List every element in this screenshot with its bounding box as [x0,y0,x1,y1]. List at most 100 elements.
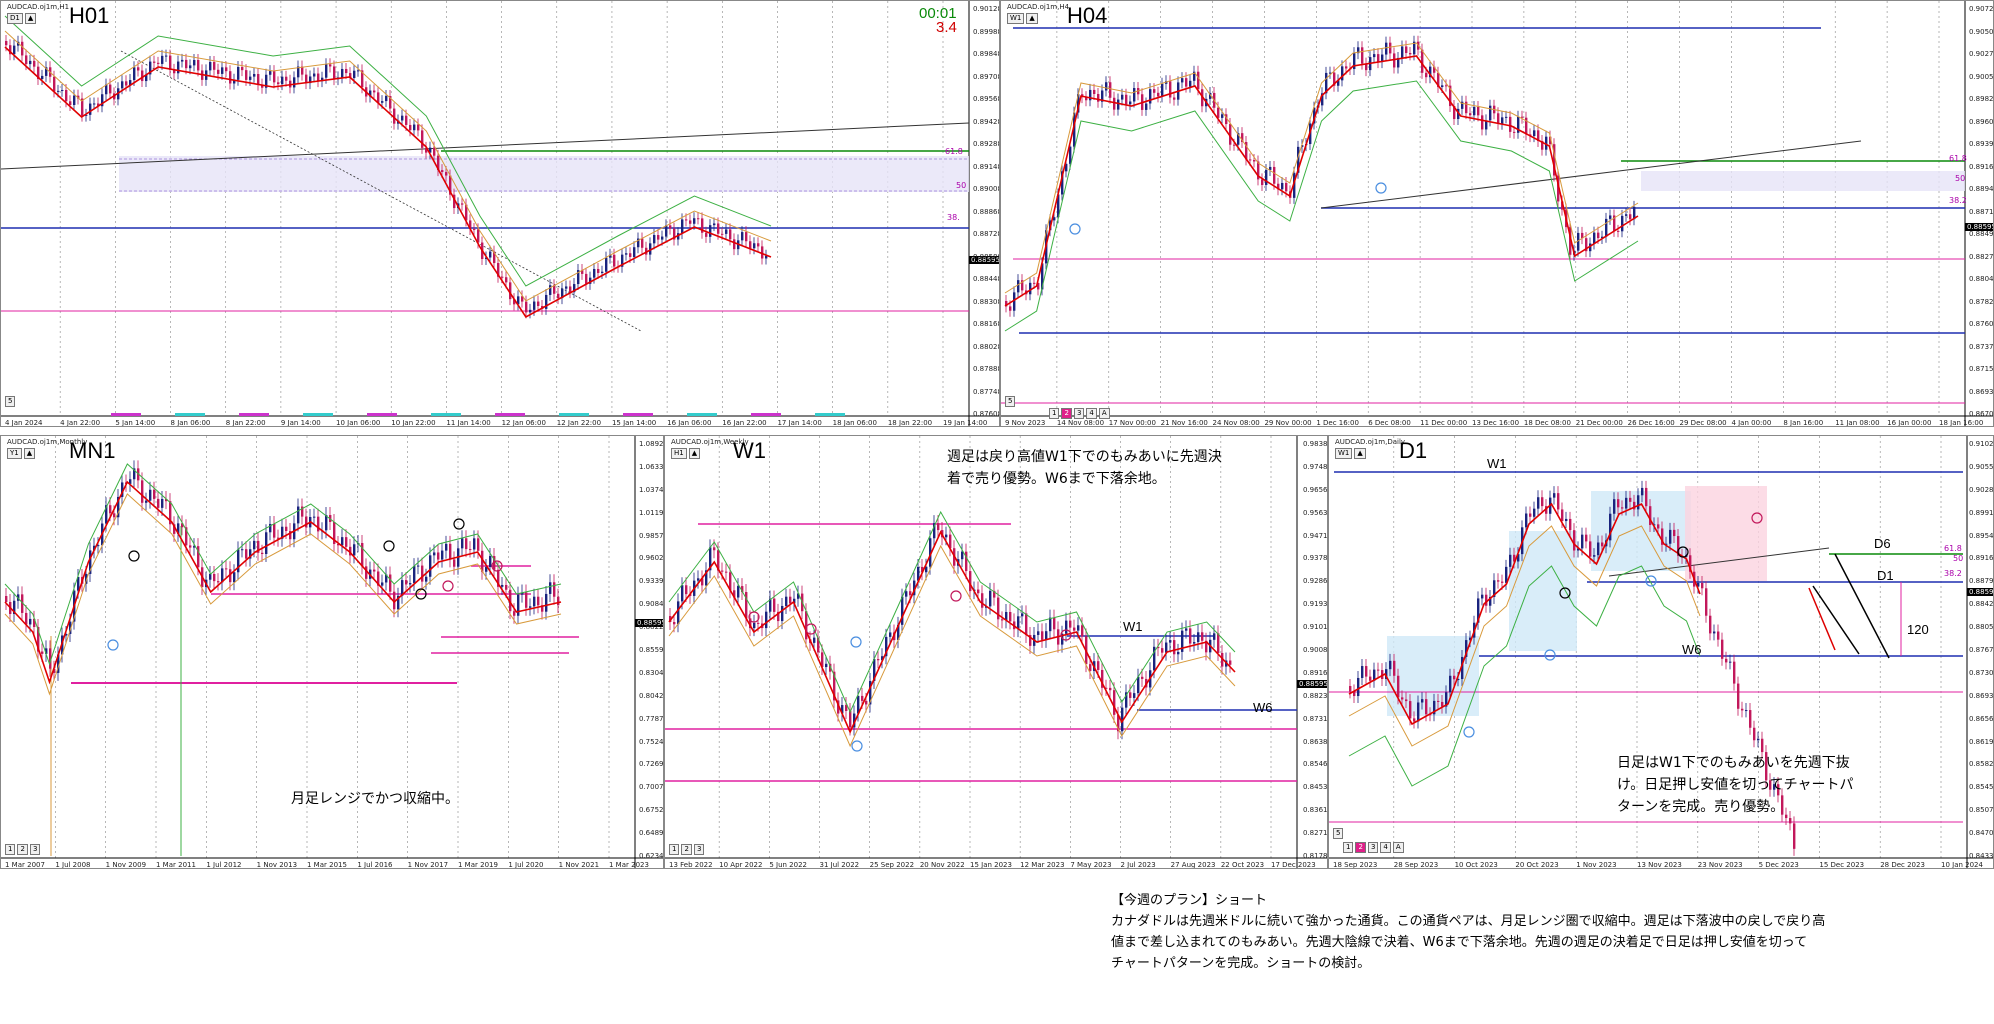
candle-body [333,521,336,544]
d1-chart-canvas[interactable] [1329,436,1994,869]
mn1-period-button[interactable]: Y1 [7,448,22,459]
candle-body [1153,646,1156,671]
candle-body [641,238,644,248]
date-tick: 17 Jan 14:00 [777,419,822,427]
candle-body [733,590,736,598]
candle-body [313,516,316,518]
date-tick: 19 Jan 14:00 [943,419,988,427]
candle-body [1113,690,1116,715]
h4-tab-2[interactable]: 2 [1061,408,1072,419]
h1-up-button[interactable]: ▲ [24,13,37,24]
d1-tab-5[interactable]: 5 [1333,828,1344,839]
candle-body [169,55,172,70]
price-tick: 0.87311 [1303,714,1328,723]
candle-body [389,574,392,592]
price-tick: 0.89546 [1969,531,1994,540]
h1-chart-canvas[interactable] [1,1,1000,427]
candle-body [1409,53,1412,55]
candle-body [485,257,488,260]
chart-panel-h1[interactable]: AUDCAD.oj1m,H1 D1 ▲ H01 00:01 3.4 61.8 5… [0,0,1000,427]
d1-tab-2[interactable]: 2 [1355,842,1366,853]
candle-body [317,516,320,532]
candle-body [1057,194,1060,218]
d1-tab-1[interactable]: 1 [1343,842,1354,853]
d1-tab-3[interactable]: 3 [1367,842,1379,853]
candle-body [225,67,228,72]
candle-body [1329,72,1332,74]
w1-chart-canvas[interactable] [665,436,1328,869]
d1-tab-4[interactable]: 4 [1380,842,1391,853]
h4-tab-1[interactable]: 1 [1049,408,1060,419]
mn1-tab-1[interactable]: 1 [5,844,16,855]
w1-tab-3[interactable]: 3 [693,844,705,855]
candle-body [1185,628,1188,631]
mn1-chart-canvas[interactable] [1,436,664,869]
candle-body [349,546,352,556]
date-tick: 6 Dec 08:00 [1368,419,1411,427]
mn1-tab-3[interactable]: 3 [29,844,41,855]
w1-tab-2[interactable]: 2 [681,844,692,855]
candle-body [1421,49,1424,73]
ma-slow-line [1348,565,1701,787]
h1-tab-5[interactable]: 5 [5,396,16,407]
candle-body [1485,594,1488,606]
h1-period-button[interactable]: D1 [7,13,23,24]
candle-body [501,276,504,278]
price-tick: 0.89827 [1969,95,1994,103]
w1-period-button[interactable]: H1 [671,448,687,459]
price-tick: 0.90052 [1969,72,1994,81]
chart-panel-mn1[interactable]: AUDCAD.oj1m,Monthly Y1 ▲ MN1 月足レンジでかつ収縮中… [0,435,664,869]
candle-body [73,95,76,106]
candle-body [1577,232,1580,251]
candle-body [261,84,264,88]
chart-panel-h4[interactable]: AUDCAD.oj1m,H4 W1 ▲ H04 61.8 50 38.2 0.8… [1000,0,1994,427]
w1-tab-1[interactable]: 1 [669,844,680,855]
candle-body [837,700,840,714]
h4-period-button[interactable]: W1 [1007,13,1025,24]
d1-tab-a[interactable]: A [1392,842,1404,853]
w1-up-button[interactable]: ▲ [688,448,701,459]
price-tick: 0.98573 [639,531,664,540]
candle-body [781,605,784,622]
h4-up-button[interactable]: ▲ [1026,13,1038,24]
chart-panel-w1[interactable]: AUDCAD.oj1m,Weekly H1 ▲ W1 週足は戻り高値W1下でのも… [664,435,1328,869]
d1-line-d1-label: D1 [1877,568,1894,583]
candle-body [1593,232,1596,244]
candle-body [37,627,40,652]
date-tick: 8 Jan 06:00 [170,419,211,427]
candle-body [49,648,52,669]
price-tick: 0.90727 [1969,5,1994,13]
candle-body [1141,676,1144,679]
d1-up-button[interactable]: ▲ [1354,448,1366,459]
h4-chart-canvas[interactable] [1001,1,1994,427]
price-tick: 0.91026 [1969,440,1994,448]
h4-tab-5[interactable]: 5 [1005,396,1016,407]
d1-title: D1 [1399,438,1428,463]
h1-fib-618: 61.8 [945,147,963,156]
candle-body [1769,780,1772,790]
date-tick: 31 Jul 2022 [819,861,860,869]
h4-tab-4[interactable]: 4 [1086,408,1097,419]
candle-body [629,253,632,257]
candle-body [525,301,528,313]
candle-body [1713,631,1716,634]
h4-tab-a[interactable]: A [1098,408,1110,419]
candle-body [1349,686,1352,692]
d1-period-button[interactable]: W1 [1335,448,1353,459]
swing-circle [453,518,465,530]
candle-body [1169,81,1172,98]
h1-spread: 3.4 [936,19,957,36]
chart-panel-d1[interactable]: AUDCAD.oj1m,Daily W1 ▲ D1 W1 D6 D1 W6 12… [1328,435,1994,869]
candle-body [189,545,192,548]
candle-body [673,228,676,240]
candle-body [1729,661,1732,663]
candle-body [745,232,748,242]
mn1-tab-2[interactable]: 2 [17,844,28,855]
h4-tab-3[interactable]: 3 [1073,408,1085,419]
candle-body [341,537,344,546]
price-tick: 0.88272 [1969,252,1994,261]
candle-body [1397,675,1400,698]
mn1-up-button[interactable]: ▲ [23,448,36,459]
candle-body [677,601,680,625]
candle-body [1457,108,1460,120]
